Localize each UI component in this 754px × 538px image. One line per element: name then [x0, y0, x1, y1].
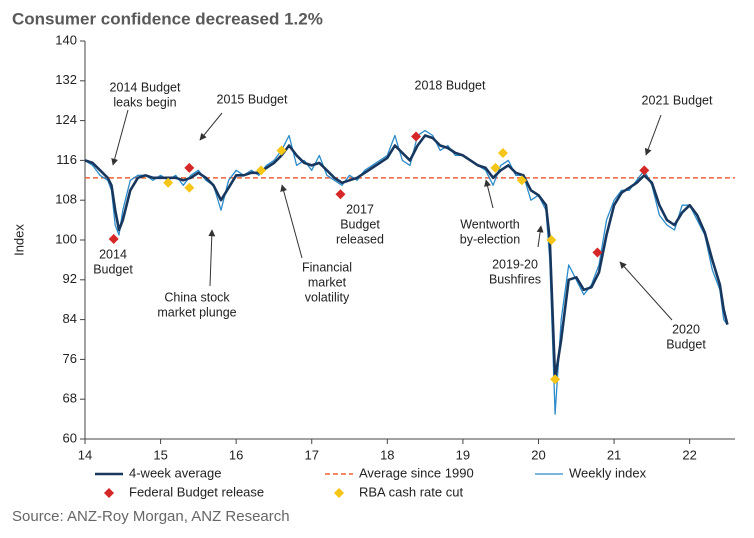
legend-label: Federal Budget release — [129, 484, 264, 499]
x-tick-label: 17 — [305, 447, 319, 462]
marker — [256, 165, 267, 176]
legend-symbol — [104, 488, 114, 498]
annotation: 2014 Budget — [110, 80, 181, 94]
marker — [550, 374, 561, 385]
annotation-arrow — [484, 179, 494, 209]
y-tick-label: 108 — [55, 192, 77, 207]
x-tick-label: 16 — [229, 447, 243, 462]
annotation: 2019-20 — [492, 257, 538, 271]
legend-label: Weekly index — [569, 465, 647, 480]
annotation: Wentworth — [460, 217, 520, 231]
annotation-arrow — [619, 261, 673, 321]
marker — [276, 145, 287, 156]
annotation: Budget — [340, 217, 380, 231]
x-tick-label: 20 — [531, 447, 545, 462]
annotation-arrow — [280, 184, 303, 259]
annotation: China stock — [164, 290, 230, 304]
x-tick-label: 18 — [380, 447, 394, 462]
y-tick-label: 116 — [56, 152, 77, 167]
x-tick-label: 19 — [456, 447, 470, 462]
marker — [184, 162, 195, 173]
annotation-arrow — [536, 225, 544, 248]
y-tick-label: 100 — [55, 231, 77, 246]
y-tick-label: 76 — [63, 351, 77, 366]
annotation: 2018 Budget — [415, 78, 486, 92]
marker — [546, 235, 557, 245]
legend-label: RBA cash rate cut — [359, 484, 463, 499]
annotation: Budget — [93, 262, 133, 276]
annotation: Financial — [302, 260, 352, 274]
annotation-arrow — [644, 114, 662, 156]
annotation: volatility — [305, 290, 350, 304]
annotation: 2020 — [672, 322, 700, 336]
x-tick-label: 14 — [78, 447, 92, 462]
annotation: market — [308, 275, 347, 289]
series-line — [84, 129, 728, 415]
source: Source: ANZ-Roy Morgan, ANZ Research — [12, 508, 290, 525]
annotation: 2021 Budget — [642, 93, 713, 107]
annotation: Bushfires — [489, 272, 541, 286]
x-tick-label: 22 — [682, 447, 696, 462]
marker — [497, 147, 508, 158]
annotation: market plunge — [157, 305, 236, 319]
marker — [335, 189, 346, 200]
marker — [163, 177, 174, 188]
legend-label: Average since 1990 — [359, 465, 474, 480]
marker — [184, 182, 195, 193]
marker — [592, 247, 603, 258]
y-tick-label: 140 — [55, 32, 77, 47]
y-tick-label: 124 — [55, 112, 77, 127]
marker — [108, 234, 119, 245]
y-tick-label: 92 — [63, 271, 77, 286]
y-tick-label: 68 — [63, 391, 77, 406]
marker — [639, 165, 650, 176]
annotation: Budget — [666, 337, 706, 351]
y-tick-label: 132 — [55, 72, 77, 87]
annotation-arrow — [208, 229, 216, 287]
y-tick-label: 60 — [63, 430, 77, 445]
annotation: 2015 Budget — [217, 92, 288, 106]
annotation: by-election — [460, 232, 520, 246]
y-tick-label: 84 — [63, 311, 77, 326]
x-tick-label: 21 — [607, 447, 621, 462]
series-line — [84, 134, 729, 381]
annotation: 2017 — [346, 202, 374, 216]
marker — [411, 131, 422, 142]
annotation: 2014 — [99, 247, 127, 261]
y-axis-label: Index — [11, 224, 26, 256]
chart-title: Consumer confidence decreased 1.2% — [12, 9, 323, 28]
marker — [490, 162, 501, 173]
legend-symbol — [334, 488, 344, 498]
marker — [516, 175, 527, 186]
annotation-arrow — [111, 109, 129, 166]
x-tick-label: 15 — [153, 447, 167, 462]
annotation-arrow — [199, 112, 223, 141]
annotation: leaks begin — [113, 95, 176, 109]
legend-label: 4-week average — [129, 465, 222, 480]
annotation: released — [336, 232, 384, 246]
